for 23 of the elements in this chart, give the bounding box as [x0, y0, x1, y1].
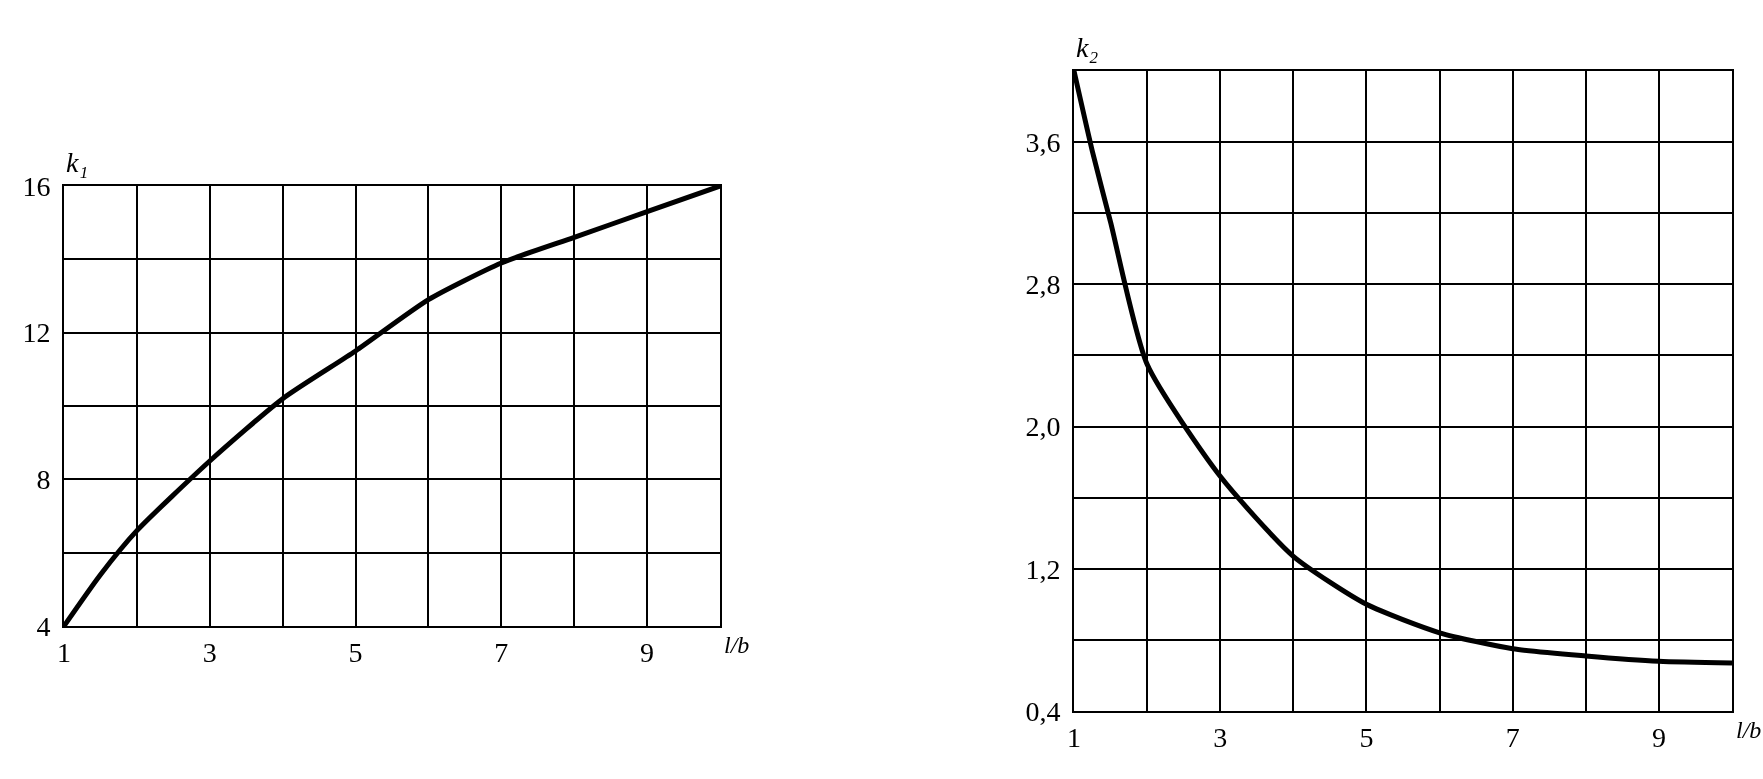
x-axis-title: l/b: [724, 632, 750, 658]
x-tick-label: 3: [1213, 721, 1228, 753]
y-tick-label: 4: [36, 610, 51, 642]
x-axis-title: l/b: [1736, 717, 1762, 743]
y-tick-label: 2,8: [1025, 269, 1061, 301]
x-tick-label: 7: [494, 636, 509, 668]
y-tick-label: 3,6: [1025, 126, 1061, 158]
x-tick-label: 7: [1505, 721, 1520, 753]
x-tick-label: 5: [348, 636, 363, 668]
x-tick-label: 1: [57, 636, 71, 668]
y-axis-title: k₂: [1076, 32, 1099, 63]
y-tick-label: 8: [36, 464, 51, 496]
y-tick-label: 2,0: [1025, 411, 1061, 443]
x-tick-label: 5: [1359, 721, 1374, 753]
y-tick-label: 16: [22, 170, 51, 202]
y-tick-label: 1,2: [1025, 553, 1061, 585]
x-tick-label: 9: [1651, 721, 1666, 753]
x-tick-label: 3: [202, 636, 217, 668]
x-tick-label: 1: [1067, 721, 1081, 753]
y-tick-label: 12: [22, 317, 51, 349]
y-tick-label: 0,4: [1025, 695, 1061, 727]
x-tick-label: 9: [640, 636, 655, 668]
y-axis-title: k₁: [66, 147, 89, 178]
